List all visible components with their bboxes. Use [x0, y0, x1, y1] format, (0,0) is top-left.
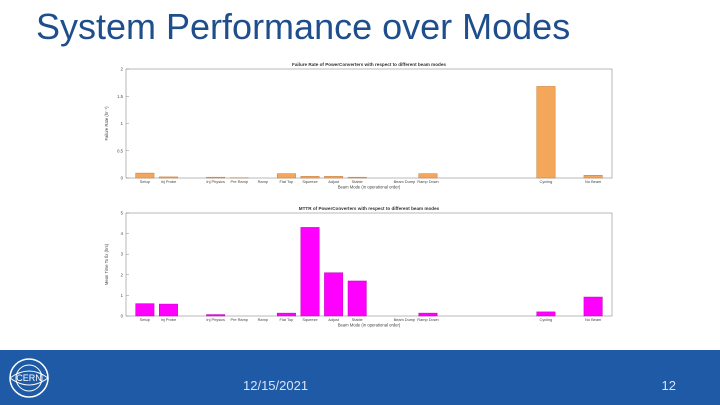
mttr-xtick-label: Pre Ramp — [230, 317, 248, 322]
failure-rate-xtick-label: Cycling — [540, 179, 553, 184]
failure-rate-plot-area — [125, 68, 613, 179]
mttr-xtick-label: Squeeze — [302, 317, 317, 322]
failure-rate-xtick-label: Flat Top — [280, 179, 294, 184]
failure-rate-title: Failure Rate of PowerConverters with res… — [292, 62, 446, 67]
mttr-plot-area — [125, 212, 613, 317]
failure-rate-xtick-label: Setup — [140, 179, 150, 184]
mttr-xtick-label: Adjust — [328, 317, 340, 322]
mttr-xtick-label: Inj Physics — [206, 317, 225, 322]
mttr-xtick-label: Flat Top — [280, 317, 294, 322]
mttr-xtick-label: Cycling — [540, 317, 553, 322]
failure-rate-ytick-label: 0 — [121, 176, 124, 181]
mttr-ytick-label: 5 — [121, 211, 124, 216]
svg-text:CERN: CERN — [16, 373, 42, 383]
mttr-title: MTTR of PowerConverters with respect to … — [299, 206, 440, 211]
failure-rate-ytick-label: 0.5 — [117, 148, 123, 153]
mttr-xtick-label: Ramp — [258, 317, 268, 322]
mttr-bar — [324, 272, 344, 317]
failure-rate-bar — [135, 172, 155, 179]
mttr-ytick-label: 2 — [121, 272, 124, 277]
failure-rate-xtick-label: Ramp Down — [417, 179, 438, 184]
failure-rate-ytick-label: 2 — [121, 67, 124, 72]
mttr-ytick-label: 3 — [121, 252, 124, 257]
mttr-xtick-label: Inj Probe — [161, 317, 177, 322]
mttr-xtick-label: Setup — [140, 317, 150, 322]
failure-rate-bar — [206, 176, 226, 179]
slide-title: System Performance over Modes — [36, 6, 571, 47]
failure-rate-xtick-label: No Beam — [585, 179, 601, 184]
failure-rate-ytick-label: 1.5 — [117, 94, 123, 99]
mttr-xtick-label: No Beam — [585, 317, 601, 322]
mttr-bar — [300, 227, 320, 317]
failure-rate-bar — [276, 173, 296, 179]
failure-rate-bar — [583, 175, 603, 179]
page-number: 12 — [661, 378, 676, 393]
mttr-bar — [418, 312, 438, 317]
failure-rate-bar — [324, 176, 344, 179]
mttr-bar — [583, 296, 603, 317]
mttr-bar — [276, 312, 296, 317]
failure-rate-xtick-label: Pre Ramp — [230, 179, 248, 184]
mttr-xtick-label: Stable — [352, 317, 363, 322]
mttr-chart: MTTR of PowerConverters with respect to … — [100, 202, 620, 328]
cern-logo-icon: CERN — [6, 356, 52, 400]
failure-rate-xlabel: Beam Mode (in operational order) — [338, 185, 401, 190]
failure-rate-chart: Failure Rate of PowerConverters with res… — [100, 58, 620, 190]
failure-rate-ylabel: Failure Rate (hr⁻¹) — [104, 106, 109, 141]
mttr-bar — [135, 303, 155, 317]
failure-rate-bar — [536, 86, 556, 179]
failure-rate-xtick-label: Adjust — [328, 179, 340, 184]
mttr-xtick-label: Ramp Down — [417, 317, 438, 322]
mttr-ylabel: Mean Time To fix (hrs) — [104, 243, 109, 285]
failure-rate-bar — [300, 176, 320, 179]
failure-rate-bar — [159, 176, 178, 179]
mttr-xtick-label: Beam Dump — [394, 317, 416, 322]
failure-rate-xtick-label: Squeeze — [302, 179, 317, 184]
mttr-bar — [206, 314, 226, 317]
failure-rate-ytick-label: 1 — [121, 121, 124, 126]
mttr-bar — [347, 280, 367, 317]
mttr-bar — [536, 311, 556, 317]
footer-date: 12/15/2021 — [243, 378, 309, 393]
mttr-ytick-label: 4 — [121, 231, 124, 236]
mttr-ytick-label: 0 — [121, 314, 124, 319]
footer-bar: CERN 12/15/2021 12 — [0, 350, 720, 405]
failure-rate-xtick-label: Beam Dump — [394, 179, 416, 184]
failure-rate-xtick-label: Inj Physics — [206, 179, 225, 184]
mttr-ytick-label: 1 — [121, 293, 124, 298]
failure-rate-bar — [418, 173, 438, 179]
failure-rate-xtick-label: Ramp — [258, 179, 268, 184]
failure-rate-xtick-label: Stable — [352, 179, 363, 184]
failure-rate-xtick-label: Inj Probe — [161, 179, 177, 184]
mttr-xlabel: Beam Mode (in operational order) — [338, 323, 401, 328]
mttr-bar — [159, 303, 178, 317]
failure-rate-bar — [347, 176, 367, 179]
